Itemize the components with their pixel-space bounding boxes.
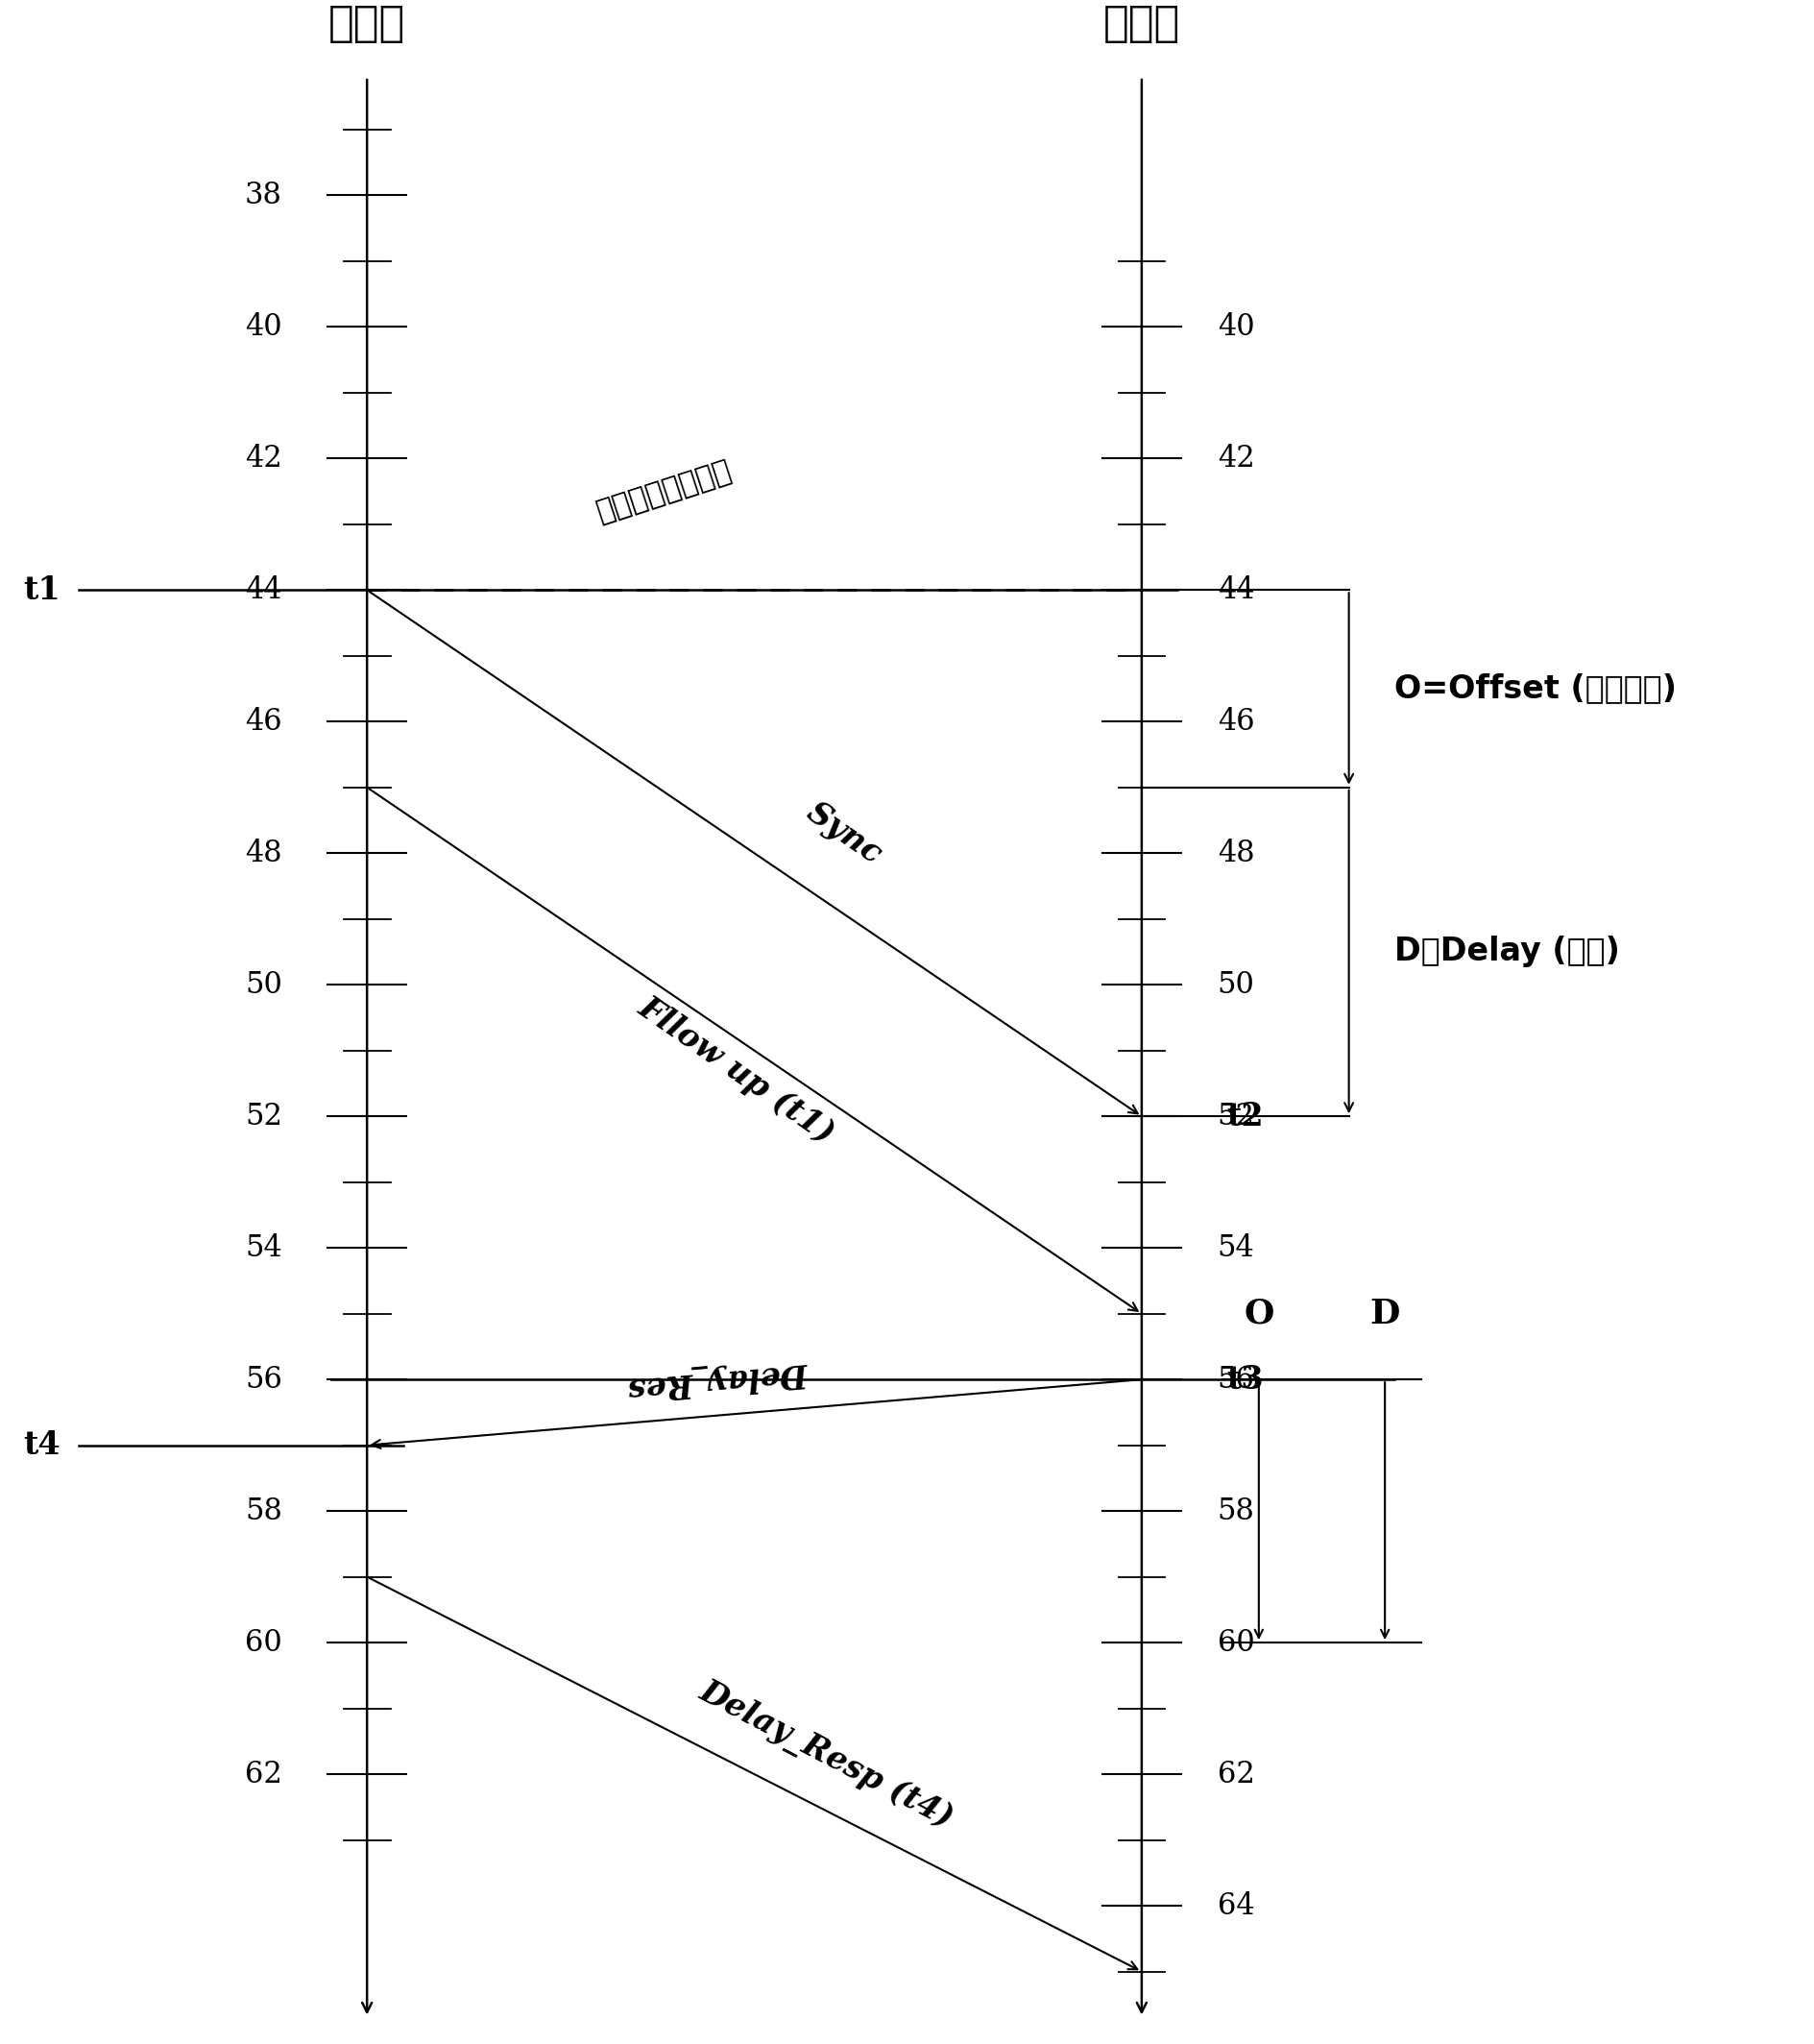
Text: O=Offset (时间偏移): O=Offset (时间偏移) (1393, 672, 1676, 705)
Text: O: O (1243, 1298, 1273, 1331)
Text: D: D (1370, 1298, 1399, 1331)
Text: 58: 58 (245, 1496, 283, 1527)
Text: 58: 58 (1217, 1496, 1253, 1527)
Text: t2: t2 (1226, 1100, 1263, 1132)
Text: Delay_Res: Delay_Res (626, 1355, 809, 1404)
Text: 38: 38 (245, 180, 283, 211)
Text: 46: 46 (1217, 707, 1253, 736)
Text: 54: 54 (245, 1233, 283, 1263)
Text: 42: 42 (245, 444, 283, 474)
Text: Sync: Sync (800, 797, 887, 871)
Text: D＝Delay (延迟): D＝Delay (延迟) (1393, 936, 1618, 967)
Text: Fllow up (t1): Fllow up (t1) (631, 991, 840, 1149)
Text: 44: 44 (245, 574, 283, 605)
Text: t4: t4 (24, 1429, 60, 1461)
Text: 56: 56 (245, 1365, 283, 1394)
Text: 60: 60 (1217, 1627, 1253, 1658)
Text: 46: 46 (245, 707, 283, 736)
Text: 42: 42 (1217, 444, 1253, 474)
Text: 64: 64 (1217, 1891, 1253, 1921)
Text: 50: 50 (245, 969, 283, 1000)
Text: 48: 48 (245, 838, 283, 869)
Text: 主时钟: 主时钟 (328, 2, 405, 45)
Text: 40: 40 (1217, 313, 1253, 341)
Text: 60: 60 (245, 1627, 283, 1658)
Text: Delay_Resp (t4): Delay_Resp (t4) (693, 1674, 958, 1833)
Text: 表面上相同的时刻: 表面上相同的时刻 (593, 456, 735, 525)
Text: 40: 40 (245, 313, 283, 341)
Text: 48: 48 (1217, 838, 1253, 869)
Text: 52: 52 (1217, 1102, 1253, 1130)
Text: 44: 44 (1217, 574, 1253, 605)
Text: 62: 62 (1217, 1760, 1253, 1788)
Text: 50: 50 (1217, 969, 1253, 1000)
Text: t1: t1 (24, 574, 60, 605)
Text: 52: 52 (245, 1102, 283, 1130)
Text: 54: 54 (1217, 1233, 1253, 1263)
Text: t3: t3 (1226, 1363, 1263, 1396)
Text: 56: 56 (1217, 1365, 1253, 1394)
Text: 从时钟: 从时钟 (1103, 2, 1179, 45)
Text: 62: 62 (245, 1760, 283, 1788)
